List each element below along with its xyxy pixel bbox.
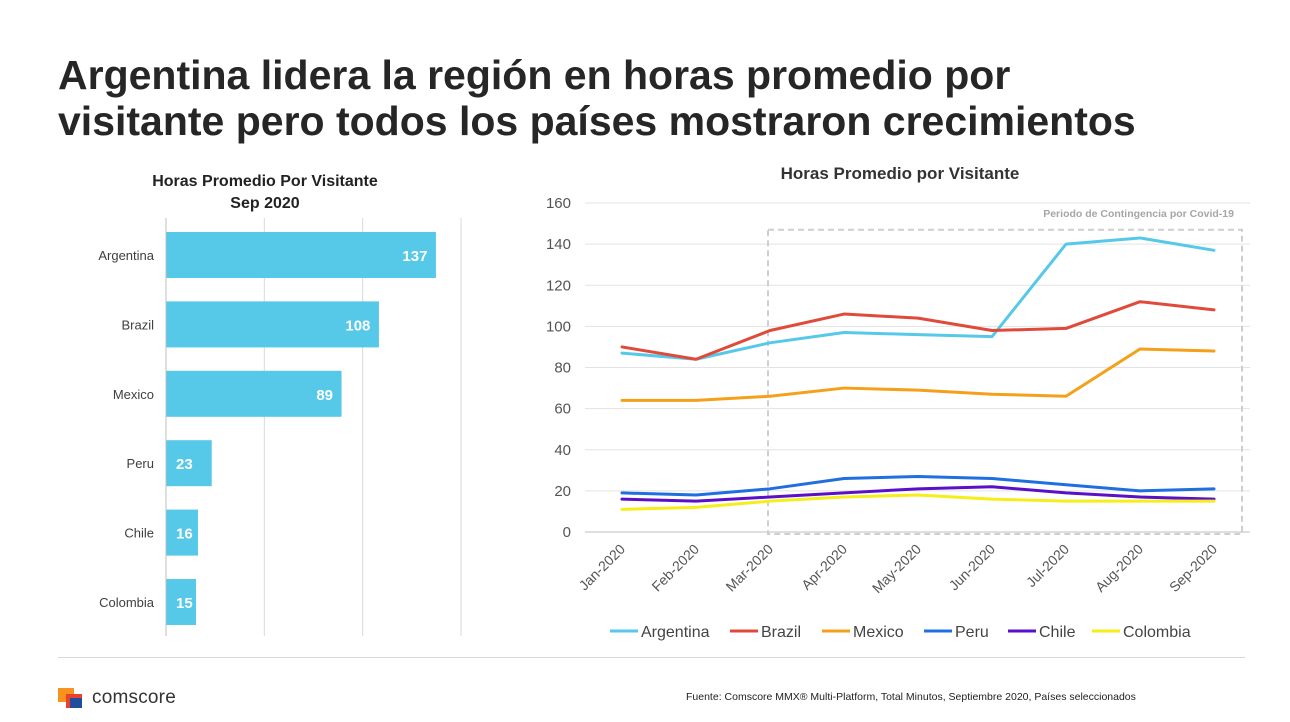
line-chart-legend: Argentina Brazil Mexico Peru Chile Colombia — [610, 624, 1191, 641]
covid-period-annotation: Periodo de Contingencia por Covid-19 — [767, 208, 1243, 535]
x-tick-label-mar-2020: Mar-2020 — [722, 541, 776, 595]
x-tick-label-aug-2020: Aug-2020 — [1092, 541, 1146, 595]
legend-label-argentina: Argentina — [641, 624, 710, 641]
bar-value-label-argentina: 137 — [402, 248, 427, 265]
series-line-chile — [620, 485, 1216, 503]
x-tick-label-jul-2020: Jul-2020 — [1023, 541, 1072, 590]
bar-category-label-mexico: Mexico — [113, 387, 154, 402]
y-tick-label-100: 100 — [546, 318, 571, 335]
y-tick-label-0: 0 — [563, 524, 571, 541]
bar-value-label-mexico: 89 — [316, 387, 333, 404]
bar-chart-grid — [165, 218, 462, 636]
page-title: Argentina lidera la región en horas prom… — [58, 52, 1258, 144]
page-title-line-2: visitante pero todos los países mostraro… — [58, 98, 1136, 144]
bar-chart-bars: Argentina 137 Brazil 108 Mexico 89 Peru 23 Chile… — [98, 232, 436, 625]
bar-category-label-chile: Chile — [124, 526, 154, 541]
y-tick-label-80: 80 — [554, 360, 571, 377]
legend-label-colombia: Colombia — [1123, 624, 1191, 641]
y-tick-label-60: 60 — [554, 401, 571, 418]
bar-argentina — [166, 232, 436, 278]
bar-mexico — [166, 370, 342, 417]
line-chart-x-axis: Jan-2020 Feb-2020 Mar-2020 Apr-2020 May-2020… — [576, 541, 1221, 596]
bar-category-label-argentina: Argentina — [98, 248, 154, 263]
bar-peru — [166, 440, 212, 487]
series-line-colombia — [620, 493, 1216, 511]
x-tick-label-jun-2020: Jun-2020 — [946, 541, 999, 594]
bar-value-label-brazil: 108 — [345, 317, 370, 334]
y-tick-label-120: 120 — [546, 277, 571, 294]
source-note: Fuente: Comscore MMX® Multi-Platform, To… — [686, 691, 1136, 703]
x-tick-label-feb-2020: Feb-2020 — [648, 541, 702, 595]
y-tick-label-160: 160 — [546, 195, 571, 212]
x-tick-label-jan-2020: Jan-2020 — [576, 541, 629, 594]
line-chart-grid: 0 20 40 60 80 100 120 140 160 — [546, 195, 1250, 541]
covid-period-label: Periodo de Contingencia por Covid-19 — [1043, 208, 1234, 220]
bar-value-label-peru: 23 — [176, 456, 193, 473]
bar-chile — [166, 509, 198, 556]
bar-colombia — [166, 579, 196, 625]
series-line-brazil — [620, 300, 1216, 361]
series-line-mexico — [620, 347, 1216, 402]
bar-category-label-peru: Peru — [127, 456, 154, 471]
bar-chart-title-line-1: Horas Promedio Por Visitante — [152, 173, 378, 190]
comscore-logo-icon — [58, 688, 84, 708]
bar-category-label-brazil: Brazil — [121, 317, 154, 332]
brand-name: comscore — [92, 687, 176, 708]
footer-divider — [58, 657, 1245, 658]
page-title-line-1: Argentina lidera la región en horas prom… — [58, 52, 1011, 98]
series-line-peru — [620, 474, 1216, 497]
bar-category-label-colombia: Colombia — [99, 595, 155, 610]
comscore-logo: comscore — [58, 687, 176, 709]
x-tick-label-may-2020: May-2020 — [869, 541, 924, 596]
line-chart-series — [620, 236, 1216, 511]
covid-period-box — [767, 228, 1243, 535]
bar-chart-title-line-2: Sep 2020 — [230, 195, 299, 212]
y-tick-label-140: 140 — [546, 236, 571, 253]
bar-value-label-chile: 16 — [176, 526, 193, 543]
x-tick-label-sep-2020: Sep-2020 — [1166, 541, 1220, 595]
legend-label-chile: Chile — [1039, 624, 1076, 641]
bar-chart: Horas Promedio Por Visitante Sep 2020 Ar… — [98, 173, 462, 636]
x-tick-label-apr-2020: Apr-2020 — [798, 541, 850, 593]
line-chart-title: Horas Promedio por Visitante — [781, 164, 1020, 183]
y-tick-label-40: 40 — [554, 442, 571, 459]
legend-label-brazil: Brazil — [761, 624, 801, 641]
line-chart: Horas Promedio por Visitante 0 20 40 60 80 10… — [546, 164, 1250, 641]
y-tick-label-20: 20 — [554, 483, 571, 500]
series-line-argentina — [620, 236, 1216, 361]
bar-brazil — [166, 301, 379, 348]
legend-label-peru: Peru — [955, 624, 989, 641]
bar-value-label-colombia: 15 — [176, 595, 193, 612]
legend-label-mexico: Mexico — [853, 624, 904, 641]
